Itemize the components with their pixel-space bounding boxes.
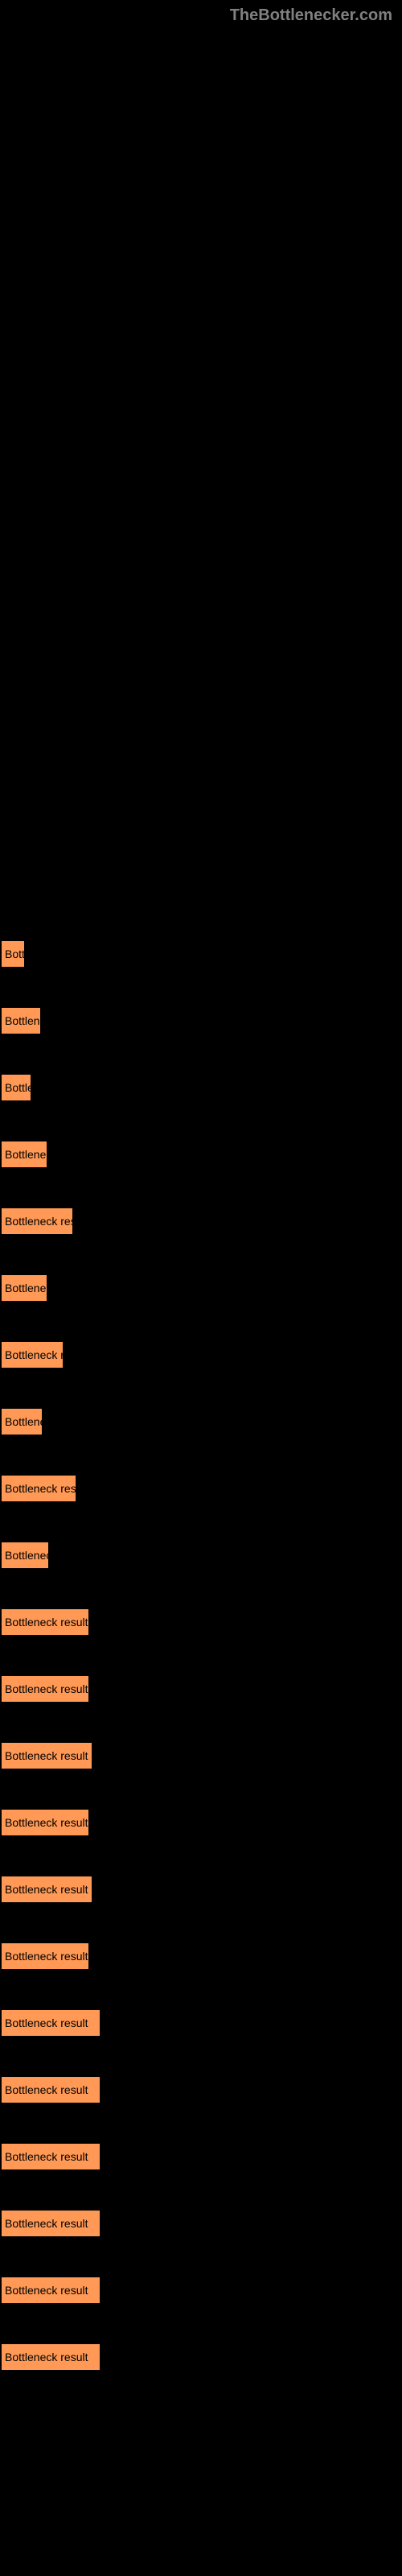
site-title: TheBottlenecker.com [230,6,392,24]
result-item: Bottleneck result [2,1409,400,1439]
result-bar[interactable]: Bottleneck result [2,1008,40,1034]
result-item: Bottleneck result [2,2010,400,2040]
result-bar[interactable]: Bottleneck result [2,1743,92,1769]
result-bar[interactable]: Bottleneck result [2,1676,88,1702]
result-bar[interactable]: Bottleneck result [2,941,24,967]
content-spacer [0,31,402,941]
site-header: TheBottlenecker.com [0,0,402,31]
result-item: Bottleneck result [2,2077,400,2107]
result-item: Bottleneck result [2,941,400,971]
result-item: Bottleneck result [2,1275,400,1305]
result-bar[interactable]: Bottleneck result [2,1810,88,1835]
result-item: Bottleneck result [2,1810,400,1839]
result-item: Bottleneck result [2,1943,400,1973]
result-bar[interactable]: Bottleneck result [2,1275,47,1301]
result-item: Bottleneck result [2,1542,400,1572]
result-bar[interactable]: Bottleneck result [2,1141,47,1167]
result-bar[interactable]: Bottleneck result [2,1075,31,1100]
result-item: Bottleneck result [2,1141,400,1171]
result-item: Bottleneck result [2,2211,400,2240]
result-bar[interactable]: Bottleneck result [2,1342,63,1368]
result-bar[interactable]: Bottleneck result [2,2277,100,2303]
result-bar[interactable]: Bottleneck result [2,1943,88,1969]
result-bar[interactable]: Bottleneck result [2,1409,42,1435]
results-list: Bottleneck result Bottleneck result Bottle… [0,941,402,2374]
result-bar[interactable]: Bottleneck result [2,2144,100,2169]
result-item: Bottleneck result [2,1609,400,1639]
result-bar[interactable]: Bottleneck result [2,2077,100,2103]
result-item: Bottleneck result [2,1075,400,1104]
result-bar[interactable]: Bottleneck result [2,2010,100,2036]
result-bar[interactable]: Bottleneck result [2,1876,92,1902]
result-item: Bottleneck result [2,1342,400,1372]
result-item: Bottleneck result [2,1008,400,1038]
result-item: Bottleneck result [2,1208,400,1238]
result-item: Bottleneck result [2,1476,400,1505]
result-bar[interactable]: Bottleneck result [2,1609,88,1635]
result-item: Bottleneck result [2,2344,400,2374]
result-bar[interactable]: Bottleneck result [2,1542,48,1568]
result-bar[interactable]: Bottleneck result [2,2344,100,2370]
result-item: Bottleneck result [2,2277,400,2307]
result-bar[interactable]: Bottleneck result [2,2211,100,2236]
result-item: Bottleneck result [2,1876,400,1906]
result-item: Bottleneck result [2,1743,400,1773]
result-bar[interactable]: Bottleneck result [2,1208,72,1234]
result-item: Bottleneck result [2,1676,400,1706]
result-bar[interactable]: Bottleneck result [2,1476,76,1501]
result-item: Bottleneck result [2,2144,400,2174]
